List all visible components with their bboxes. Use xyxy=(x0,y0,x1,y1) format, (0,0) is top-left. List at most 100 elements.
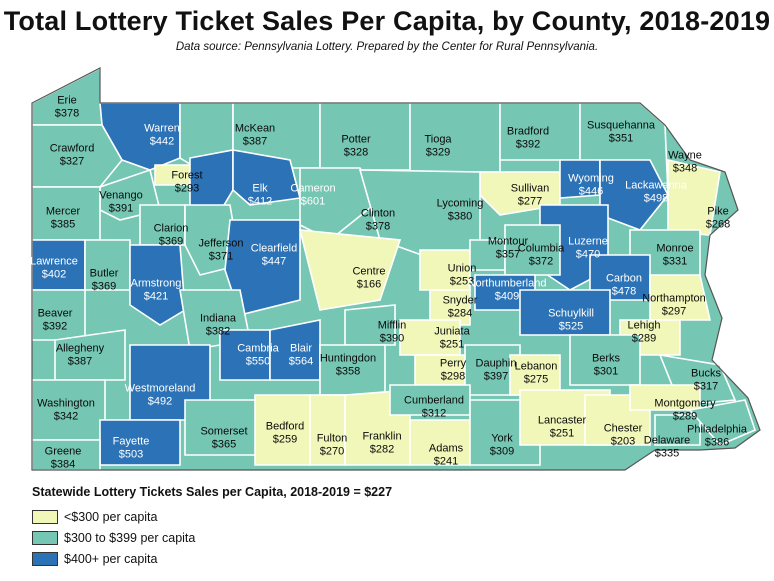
legend-swatch-mid xyxy=(32,531,58,545)
map-title: Total Lottery Ticket Sales Per Capita, b… xyxy=(3,6,771,36)
county-name: Cameron xyxy=(290,182,336,195)
county-name: Butler xyxy=(89,267,119,280)
county-name: Bradford xyxy=(506,125,550,138)
county-value: $412 xyxy=(247,195,273,207)
county-value: $282 xyxy=(369,443,395,455)
county-name: Lancaster xyxy=(537,414,587,427)
county-name: Montgomery xyxy=(654,397,716,410)
county-name: Fulton xyxy=(316,432,348,445)
county-name: Adams xyxy=(428,442,464,455)
county-label-huntingdon: Huntingdon $358 xyxy=(320,353,376,378)
county-value: $550 xyxy=(245,355,271,367)
county-value: $309 xyxy=(489,445,515,457)
county-value: $203 xyxy=(610,435,636,447)
county-label-delaware: Delaware $335 xyxy=(644,435,690,460)
county-label-bucks: Bucks $317 xyxy=(691,368,721,393)
county-value: $335 xyxy=(654,447,680,459)
county-value: $385 xyxy=(50,218,76,230)
county-label-northumberland: Northumberland $409 xyxy=(468,278,547,303)
county-value: $392 xyxy=(515,138,541,150)
county-label-centre: Centre $166 xyxy=(352,266,385,291)
county-name: Luzerne xyxy=(568,235,608,248)
county-value: $470 xyxy=(575,248,601,260)
county-value: $284 xyxy=(447,307,473,319)
county-name: Pike xyxy=(707,205,729,218)
county-value: $289 xyxy=(631,332,657,344)
county-label-tioga: Tioga $329 xyxy=(424,134,451,159)
county-value: $241 xyxy=(433,455,459,467)
county-name: Franklin xyxy=(362,430,402,443)
county-value: $478 xyxy=(611,285,637,297)
county-value: $397 xyxy=(483,370,509,382)
county-name: Carbon xyxy=(605,272,643,285)
county-name: Juniata xyxy=(434,325,470,338)
county-label-dauphin: Dauphin $397 xyxy=(476,358,517,383)
county-label-washington: Washington $342 xyxy=(37,398,95,423)
county-value: $351 xyxy=(608,132,634,144)
county-value: $382 xyxy=(205,325,231,337)
county-value: $331 xyxy=(662,255,688,267)
county-label-schuylkill: Schuylkill $525 xyxy=(548,308,594,333)
county-label-susquehanna: Susquehanna $351 xyxy=(587,120,655,145)
county-name: Westmoreland xyxy=(124,382,196,395)
county-value: $421 xyxy=(143,290,169,302)
county-value: $378 xyxy=(54,107,80,119)
county-value: $166 xyxy=(356,278,382,290)
county-clinton xyxy=(299,167,382,241)
county-label-warren: Warren $442 xyxy=(144,123,180,148)
county-label-monroe: Monroe $331 xyxy=(656,243,693,268)
county-value: $251 xyxy=(549,427,575,439)
county-value: $409 xyxy=(494,290,520,302)
county-label-beaver: Beaver $392 xyxy=(38,308,73,333)
county-value: $329 xyxy=(425,146,451,158)
county-name: Schuylkill xyxy=(548,307,594,320)
county-name: Crawford xyxy=(49,142,95,155)
county-name: Bedford xyxy=(265,420,305,433)
county-value: $372 xyxy=(528,255,554,267)
county-name: Mercer xyxy=(45,205,81,218)
county-delaware xyxy=(654,414,701,446)
county-value: $270 xyxy=(319,445,345,457)
county-name: Cumberland xyxy=(404,394,464,407)
county-value: $327 xyxy=(59,155,85,167)
county-label-lehigh: Lehigh $289 xyxy=(627,320,660,345)
county-value: $371 xyxy=(208,250,234,262)
county-label-indiana: Indiana $382 xyxy=(200,313,236,338)
county-label-clearfield: Clearfield $447 xyxy=(251,243,297,268)
county-value: $312 xyxy=(421,407,447,419)
county-name: Allegheny xyxy=(55,342,105,355)
county-value: $390 xyxy=(379,332,405,344)
county-value: $369 xyxy=(91,280,117,292)
legend-swatch-low xyxy=(32,510,58,524)
county-name: Warren xyxy=(144,122,180,135)
county-allegheny xyxy=(54,329,126,381)
county-name: Clearfield xyxy=(250,242,298,255)
county-value: $387 xyxy=(242,135,268,147)
county-label-pike: Pike $268 xyxy=(706,206,730,231)
county-name: Chester xyxy=(603,422,643,435)
county-label-juniata: Juniata $251 xyxy=(434,326,469,351)
county-value: $384 xyxy=(50,458,76,470)
county-name: Erie xyxy=(57,94,77,107)
legend-swatch-high xyxy=(32,552,58,566)
county-name: Monroe xyxy=(656,242,694,255)
county-label-northampton: Northampton $297 xyxy=(642,293,706,318)
county-name: Perry xyxy=(439,357,467,370)
county-name: Wyoming xyxy=(568,172,614,185)
county-label-bedford: Bedford $259 xyxy=(266,421,305,446)
county-name: Armstrong xyxy=(130,277,182,290)
county-value: $402 xyxy=(41,268,67,280)
county-value: $289 xyxy=(672,410,698,422)
county-name: Sullivan xyxy=(510,182,550,195)
county-label-snyder: Snyder $284 xyxy=(443,295,478,320)
county-value: $447 xyxy=(261,255,287,267)
county-label-cumberland: Cumberland $312 xyxy=(404,395,464,420)
county-label-forest: Forest $293 xyxy=(171,170,202,195)
county-name: Susquehanna xyxy=(587,119,655,132)
county-label-allegheny: Allegheny $387 xyxy=(56,343,104,368)
county-name: Montour xyxy=(487,235,529,248)
county-name: Northampton xyxy=(642,292,706,305)
county-label-york: York $309 xyxy=(490,433,514,458)
legend-item-low: <$300 per capita xyxy=(32,509,157,525)
